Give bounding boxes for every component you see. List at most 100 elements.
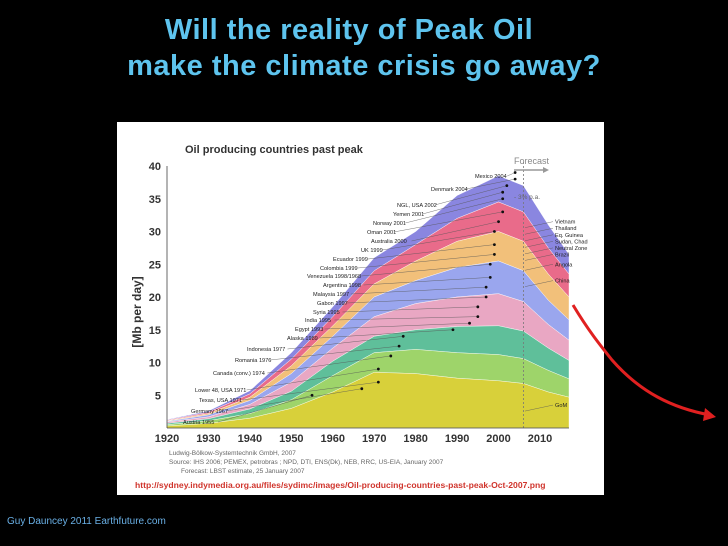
right-leader-7	[524, 264, 554, 271]
title-line-1: Will the reality of Peak Oil	[164, 14, 534, 46]
peak-dot-18	[493, 230, 496, 233]
peak-label-7: Indonesia 1977	[247, 347, 285, 353]
x-tick-2010: 2010	[528, 433, 552, 445]
peak-leader-17	[367, 244, 495, 260]
source-url[interactable]: http://sydney.indymedia.org.au/files/syd…	[135, 480, 546, 490]
peak-label-19: Australia 2000	[371, 239, 407, 245]
right-label-6: Brazil	[555, 252, 569, 258]
peak-dot-20	[501, 210, 505, 214]
peak-leader-1	[217, 395, 313, 423]
peak-dot-11	[476, 305, 480, 309]
x-tick-1990: 1990	[445, 433, 469, 445]
right-label-1: Vietnam	[555, 220, 576, 226]
peak-label-17: Ecuador 1999	[333, 257, 368, 263]
peak-oil-chart: Oil producing countries past peak [Mb pe…	[130, 144, 588, 490]
peak-dot-15	[488, 262, 492, 266]
peak-leader-23	[434, 185, 507, 206]
source-line-3: Forecast: LBST estimate, 25 January 2007	[181, 468, 305, 475]
peak-leader-5	[267, 355, 391, 374]
peak-label-15: Venezuela 1998/1968	[307, 274, 361, 280]
peak-dot-16	[493, 253, 496, 256]
peak-label-23: NGL, USA 2002	[397, 203, 437, 209]
peak-dot-24	[513, 177, 517, 181]
peak-leader-21	[405, 198, 503, 224]
peak-dot-5	[389, 354, 393, 358]
peak-label-4: Lower 48, USA 1971	[195, 388, 246, 394]
right-leader-6	[524, 254, 554, 261]
y-tick-30: 30	[149, 227, 161, 239]
right-label-4: Sudan, Chad	[555, 239, 588, 245]
peak-dot-12	[484, 295, 488, 299]
peak-dot-22	[501, 190, 505, 194]
peak-leader-14	[363, 277, 491, 286]
credit-line: Guy Dauncey 2011 Earthfuture.com	[7, 516, 166, 527]
peak-leader-10	[334, 316, 478, 321]
peak-dot-6	[397, 344, 401, 348]
right-label-7: Angola	[555, 262, 573, 268]
x-tick-1920: 1920	[155, 433, 179, 445]
peak-label-2: Germany 1967	[191, 409, 228, 415]
right-label-5: Neutral Zone	[555, 246, 587, 252]
peak-label-10: India 1995	[305, 318, 331, 324]
peak-dot-9	[468, 321, 471, 325]
forecast-arrowhead	[543, 167, 549, 173]
right-label-8: China	[555, 279, 571, 285]
right-leader-4	[524, 241, 554, 248]
peak-dot-7	[401, 334, 405, 338]
peak-label-16: Colombia 1999	[320, 266, 358, 272]
forecast-rate-label: - 3% p.a.	[514, 194, 540, 201]
y-axis-label: [Mb per day]	[130, 276, 144, 347]
peak-leader-12	[346, 296, 487, 304]
peak-label-21: Norway 2001	[373, 221, 406, 227]
peak-label-14: Argentina 1998	[323, 283, 361, 289]
peak-label-18: UK 1999	[361, 248, 383, 254]
y-tick-15: 15	[149, 325, 161, 337]
peak-leader-25	[507, 172, 516, 177]
peak-leader-6	[269, 345, 400, 361]
peak-dot-25	[513, 171, 517, 174]
peak-dot-19	[497, 220, 500, 224]
forecast-label: Forecast	[514, 156, 550, 166]
peak-dot-4	[376, 367, 380, 371]
peak-dot-17	[493, 243, 496, 246]
peak-label-25: Mexico 2004	[475, 174, 507, 180]
x-tick-1950: 1950	[279, 433, 303, 445]
right-leader-1	[524, 221, 554, 228]
peak-leader-13	[350, 286, 487, 295]
peak-leader-7	[287, 336, 404, 350]
peak-label-5: Canada (conv.) 1974	[213, 371, 265, 377]
y-tick-20: 20	[149, 292, 161, 304]
peak-dot-13	[484, 285, 488, 289]
peak-dot-8	[451, 328, 455, 332]
peak-leader-24	[465, 178, 516, 190]
peak-label-3: Texas, USA 1971	[199, 398, 242, 404]
peak-dot-2	[360, 387, 364, 391]
peak-leader-4	[246, 368, 379, 391]
y-tick-10: 10	[149, 358, 161, 370]
right-leader-8	[524, 280, 554, 287]
peak-label-8: Alaska 1989	[287, 336, 318, 342]
peak-dot-3	[376, 380, 380, 384]
x-tick-1940: 1940	[238, 433, 262, 445]
y-tick-35: 35	[149, 194, 161, 206]
y-tick-25: 25	[149, 259, 161, 271]
right-leader-3	[524, 234, 554, 241]
y-tick-40: 40	[149, 161, 161, 173]
red-arrowhead	[703, 408, 716, 421]
chart-panel: Oil producing countries past peak [Mb pe…	[117, 122, 604, 495]
peak-label-24: Denmark 2004	[431, 187, 468, 193]
peak-leader-18	[382, 231, 495, 251]
peak-dot-21	[501, 197, 505, 201]
peak-dot-10	[476, 315, 480, 319]
right-leader-9	[524, 404, 554, 412]
peak-leader-15	[361, 264, 491, 277]
peak-dot-23	[505, 184, 509, 188]
peak-dot-14	[488, 275, 492, 279]
peak-leader-20	[393, 211, 503, 233]
x-tick-1930: 1930	[196, 433, 220, 445]
right-leader-2	[524, 228, 554, 235]
peak-label-9: Egypt 1993	[295, 327, 323, 333]
peak-leader-3	[242, 381, 379, 401]
annotation-group: Austria 1955 Germany 1967 Texas, USA 1971 L…	[183, 162, 588, 428]
peak-label-11: Syria 1995	[313, 310, 340, 316]
